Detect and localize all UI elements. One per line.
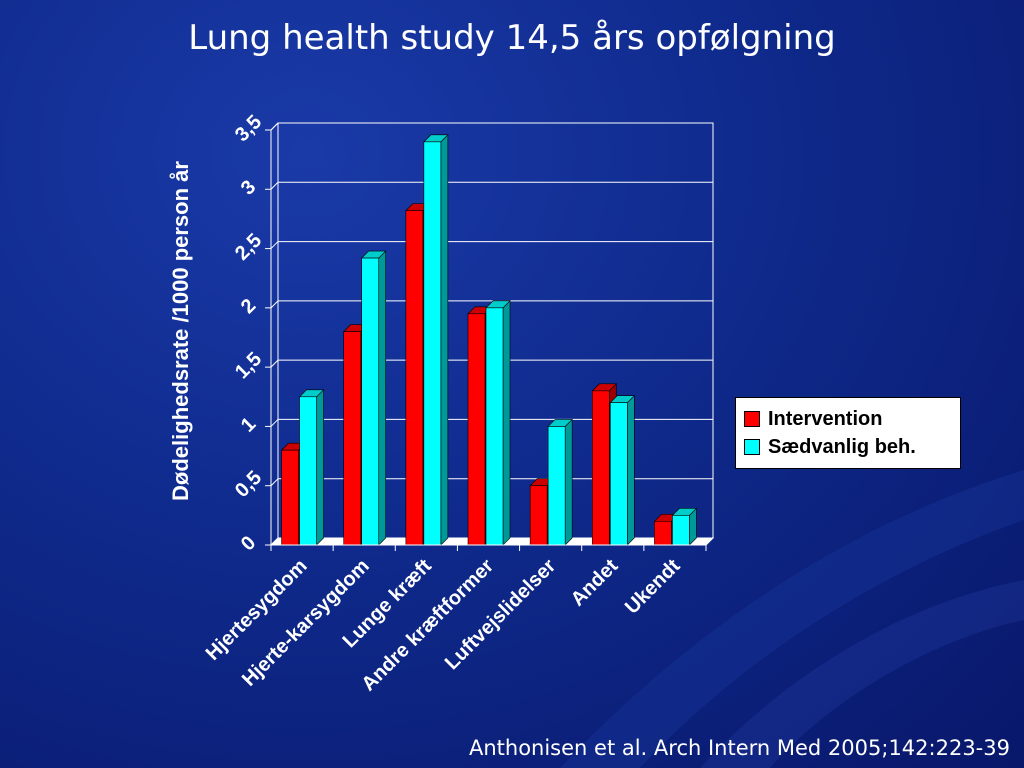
bar-saedvanlig (485, 307, 504, 546)
slide-title: Lung health study 14,5 års opfølgning (188, 18, 836, 58)
legend-label-saedvanlig: Sædvanlig beh. (768, 435, 916, 458)
gridline-edge (270, 478, 279, 487)
bar-intervention (281, 449, 299, 546)
bar-saedvanlig (361, 257, 380, 546)
bar-saedvanlig (547, 426, 566, 546)
legend-label-intervention: Intervention (768, 407, 883, 430)
bar-intervention (405, 210, 424, 546)
legend-entry-saedvanlig: Sædvanlig beh. (744, 433, 952, 461)
bar-intervention (529, 485, 548, 546)
x-category-label: Ukendt (621, 555, 685, 619)
y-tick-label: 0,5 (231, 467, 266, 502)
bar-intervention (343, 331, 362, 546)
y-tick-label: 1,5 (231, 348, 266, 383)
bar-saedvanlig (423, 141, 442, 546)
y-tick-label: 0 (237, 532, 260, 555)
bar-saedvanlig-side (440, 134, 449, 546)
bar-saedvanlig (609, 402, 628, 546)
y-tick-label: 2,5 (231, 230, 266, 265)
gridline-edge (270, 181, 279, 190)
y-tick-label: 3,5 (231, 111, 266, 146)
legend-swatch-saedvanlig (744, 439, 760, 455)
bar-saedvanlig-side (626, 394, 635, 546)
gridline-edge (270, 241, 279, 249)
chart-legend: Intervention Sædvanlig beh. (735, 397, 961, 469)
bar-saedvanlig-side (564, 418, 573, 546)
bar-intervention (654, 520, 672, 546)
gridline-edge (270, 122, 279, 131)
x-category-label: Andet (567, 555, 623, 611)
x-category-label: Luftvejslidelser (441, 555, 560, 674)
y-axis-label: Dødelighedsrate /1000 person år (168, 161, 193, 501)
y-tick-label: 2 (237, 295, 260, 318)
gridline-edge (270, 300, 279, 309)
bar-intervention (591, 390, 610, 546)
bar-saedvanlig (299, 396, 317, 546)
gridline-edge (270, 359, 279, 368)
citation: Anthonisen et al. Arch Intern Med 2005;1… (468, 736, 1010, 760)
y-tick-label: 1 (237, 413, 260, 436)
bar-intervention (467, 313, 486, 546)
gridline-edge (270, 419, 279, 427)
bar-saedvanlig-side (502, 300, 511, 546)
bar-saedvanlig-side (378, 250, 387, 546)
legend-swatch-intervention (744, 411, 760, 427)
bar-saedvanlig-side (316, 389, 324, 546)
bar-saedvanlig (672, 515, 690, 546)
y-tick-label: 3 (237, 176, 260, 199)
legend-entry-intervention: Intervention (744, 405, 952, 433)
gridline-edge (270, 537, 279, 546)
